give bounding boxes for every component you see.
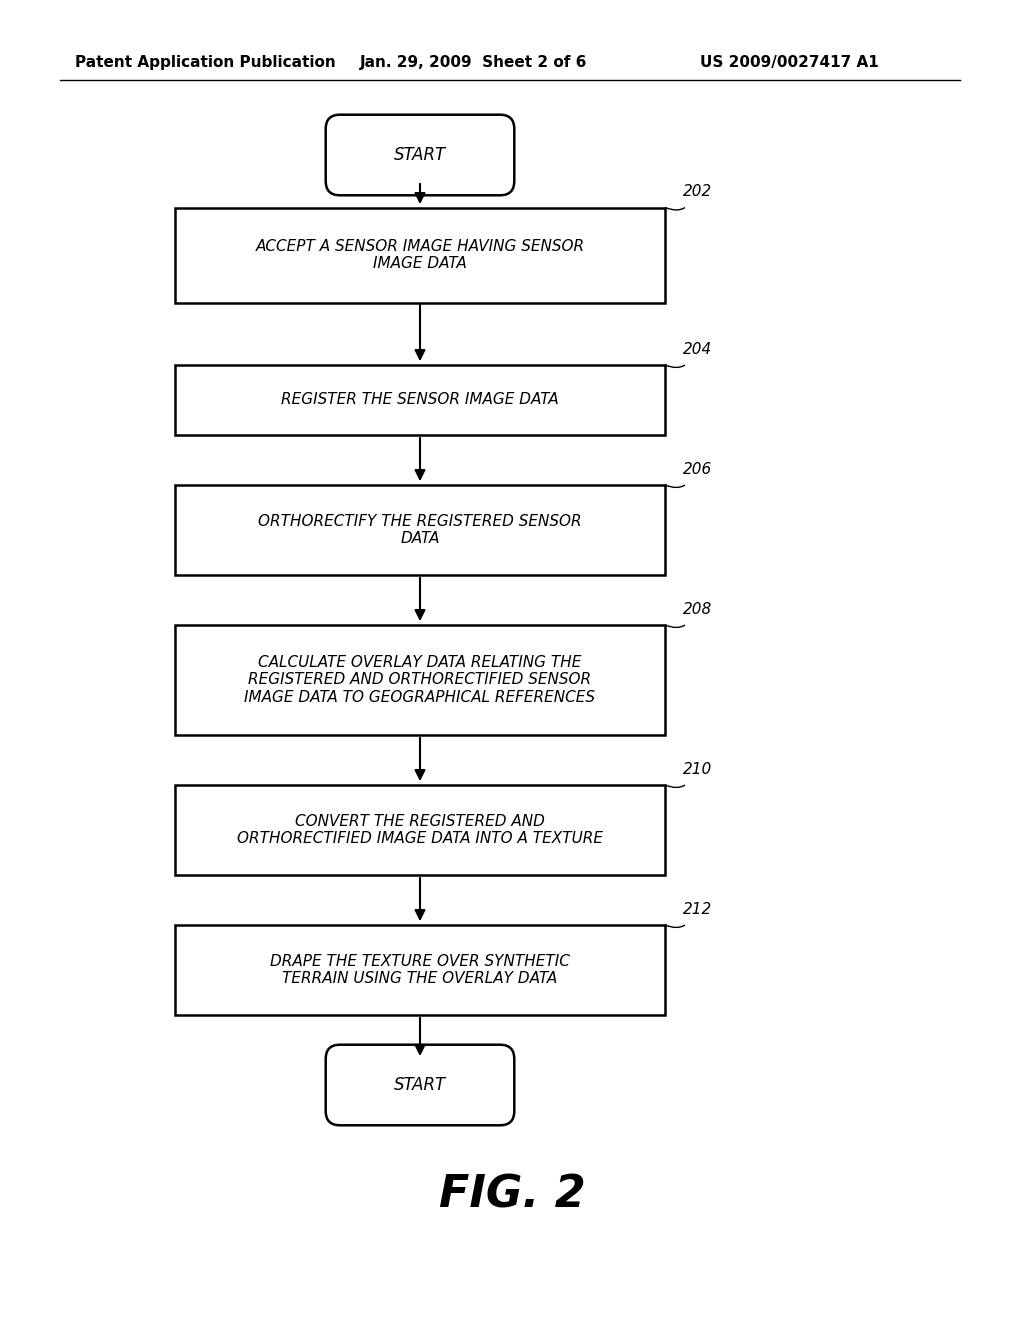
Text: 206: 206 <box>683 462 713 477</box>
FancyBboxPatch shape <box>175 366 665 436</box>
FancyBboxPatch shape <box>175 925 665 1015</box>
Text: CONVERT THE REGISTERED AND
ORTHORECTIFIED IMAGE DATA INTO A TEXTURE: CONVERT THE REGISTERED AND ORTHORECTIFIE… <box>237 814 603 846</box>
FancyBboxPatch shape <box>175 785 665 875</box>
Text: CALCULATE OVERLAY DATA RELATING THE
REGISTERED AND ORTHORECTIFIED SENSOR
IMAGE D: CALCULATE OVERLAY DATA RELATING THE REGI… <box>245 655 596 705</box>
Text: 208: 208 <box>683 602 713 616</box>
Text: Patent Application Publication: Patent Application Publication <box>75 54 336 70</box>
FancyBboxPatch shape <box>326 115 514 195</box>
Text: 202: 202 <box>683 185 713 199</box>
Text: 212: 212 <box>683 902 713 917</box>
Text: 204: 204 <box>683 342 713 356</box>
FancyBboxPatch shape <box>326 1044 514 1125</box>
Text: ACCEPT A SENSOR IMAGE HAVING SENSOR
IMAGE DATA: ACCEPT A SENSOR IMAGE HAVING SENSOR IMAG… <box>255 239 585 271</box>
FancyBboxPatch shape <box>175 624 665 735</box>
Text: Jan. 29, 2009  Sheet 2 of 6: Jan. 29, 2009 Sheet 2 of 6 <box>360 54 588 70</box>
Text: DRAPE THE TEXTURE OVER SYNTHETIC
TERRAIN USING THE OVERLAY DATA: DRAPE THE TEXTURE OVER SYNTHETIC TERRAIN… <box>270 954 570 986</box>
Text: START: START <box>394 147 446 164</box>
Text: US 2009/0027417 A1: US 2009/0027417 A1 <box>700 54 879 70</box>
Text: ORTHORECTIFY THE REGISTERED SENSOR
DATA: ORTHORECTIFY THE REGISTERED SENSOR DATA <box>258 513 582 546</box>
Text: REGISTER THE SENSOR IMAGE DATA: REGISTER THE SENSOR IMAGE DATA <box>282 392 559 408</box>
Text: FIG. 2: FIG. 2 <box>438 1173 586 1217</box>
Text: 210: 210 <box>683 762 713 777</box>
FancyBboxPatch shape <box>175 207 665 302</box>
Text: START: START <box>394 1076 446 1094</box>
FancyBboxPatch shape <box>175 484 665 576</box>
